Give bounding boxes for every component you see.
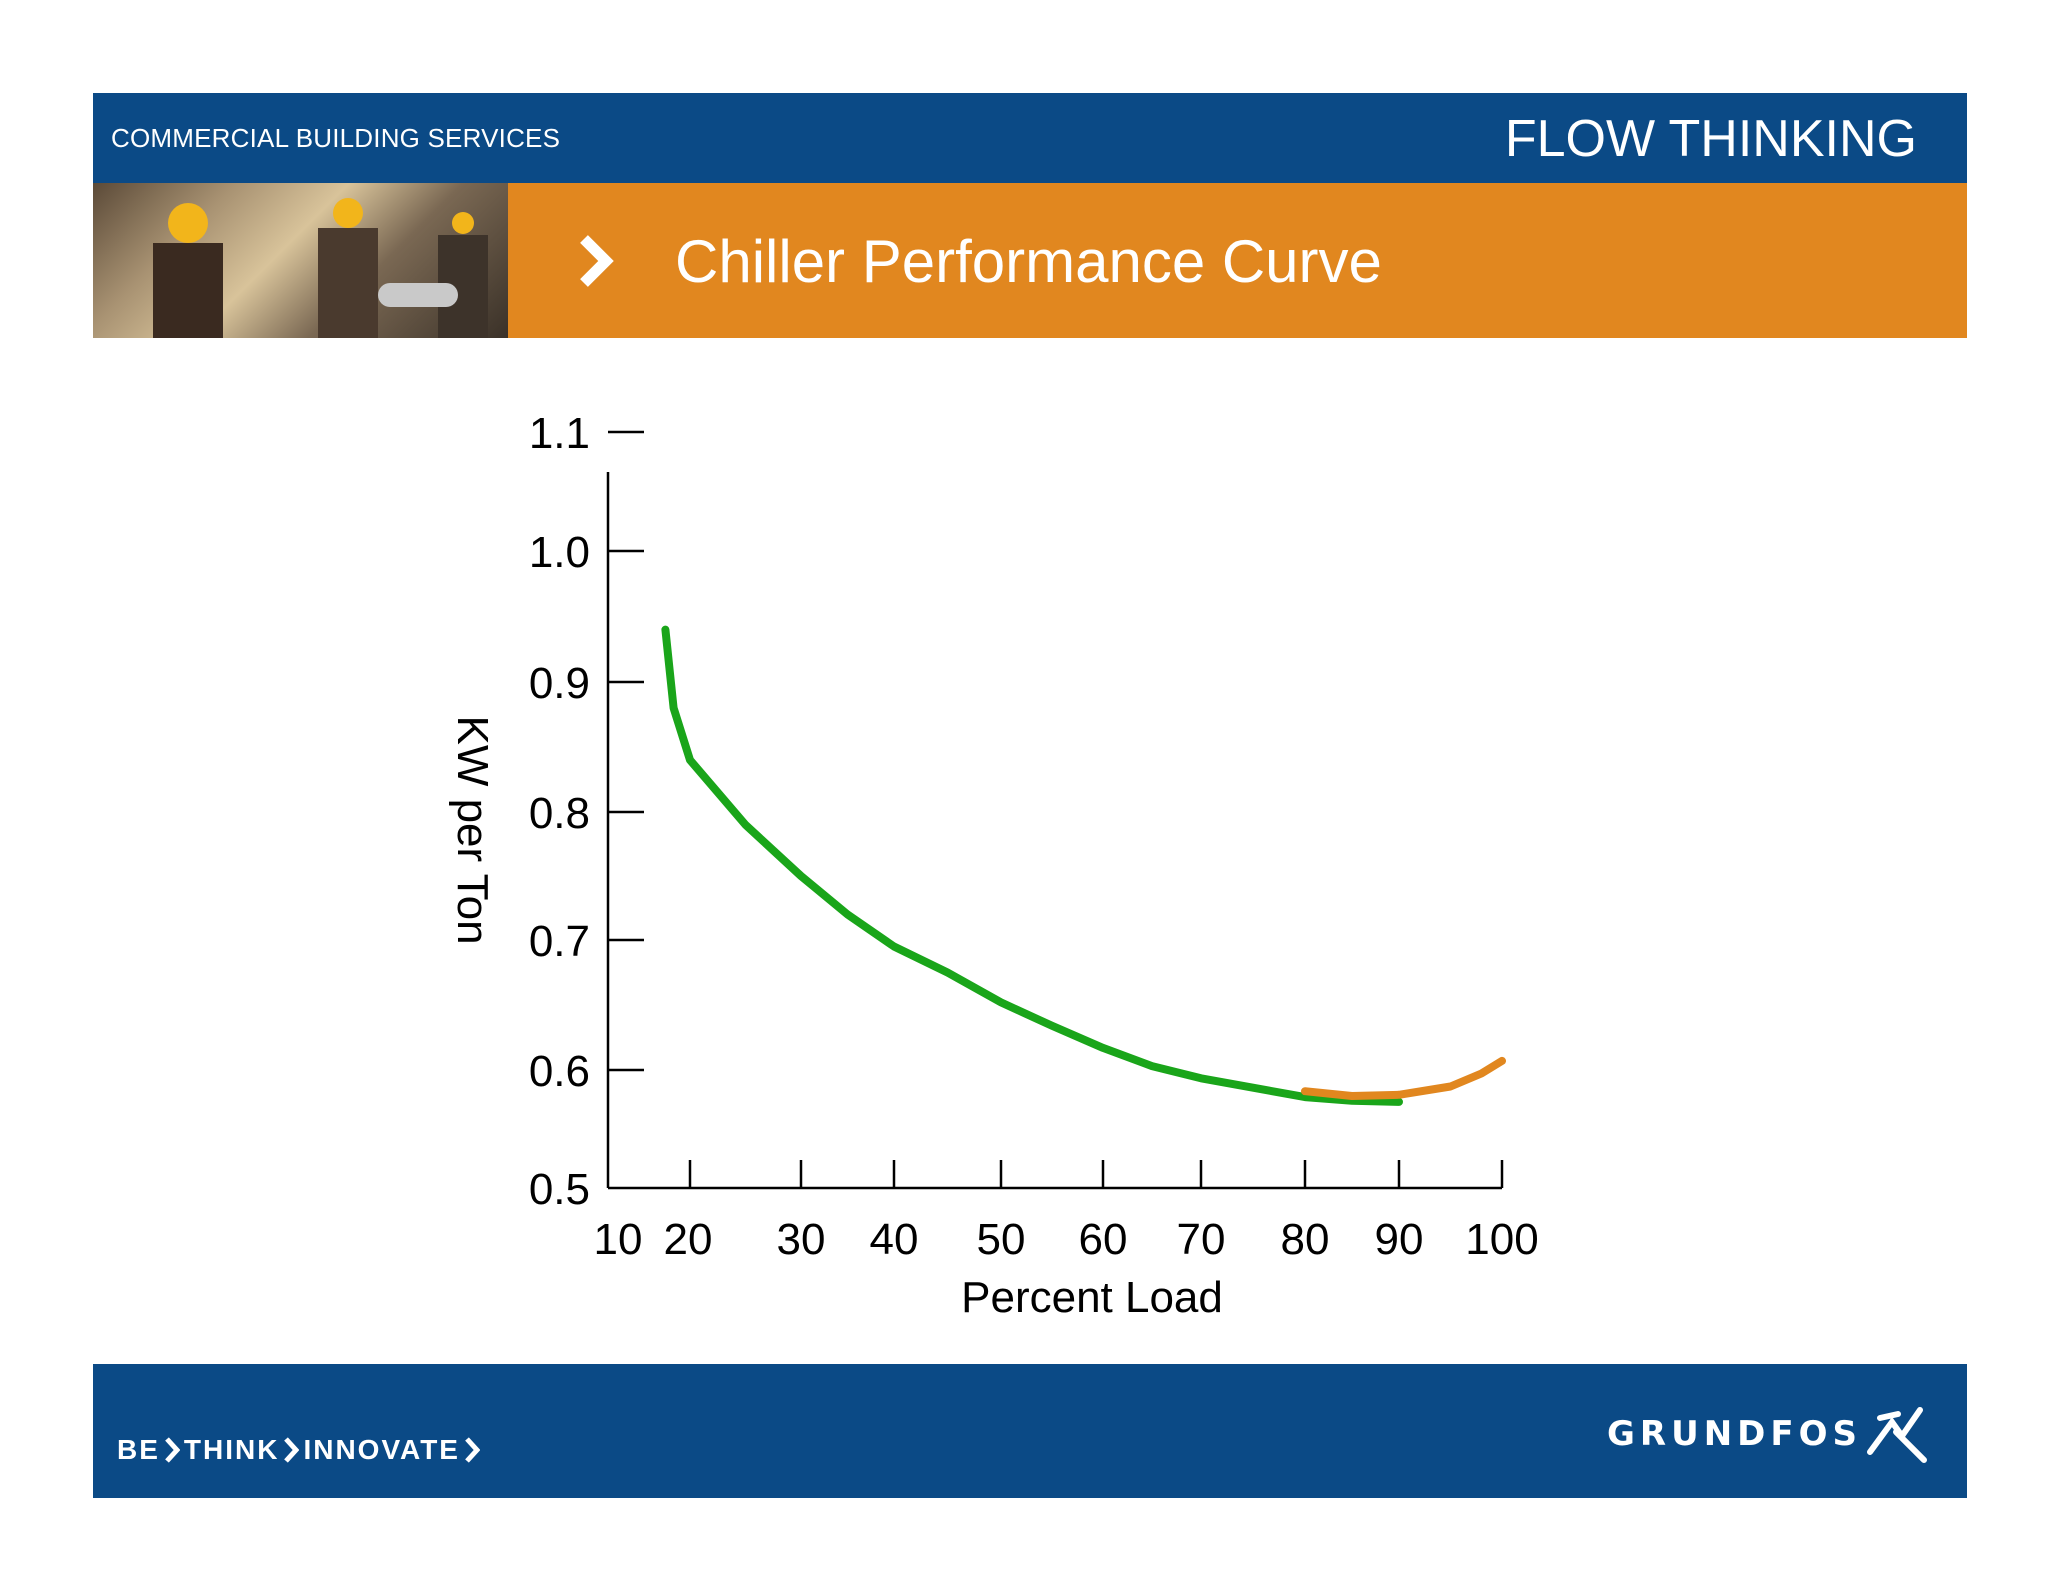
series-line-1 (661, 625, 1403, 1106)
y-tick-label: 0.5 (529, 1165, 590, 1214)
header-slogan: FLOW THINKING (1504, 110, 1917, 168)
x-tick-label: 60 (1079, 1215, 1128, 1264)
y-tick-label: 0.6 (529, 1047, 590, 1096)
chevron-right-icon (165, 1437, 180, 1463)
page-title: Chiller Performance Curve (675, 228, 1382, 295)
brand: GRUNDFOS (1607, 1404, 1932, 1464)
slogan-word-be: BE (117, 1434, 160, 1465)
x-tick-label: 70 (1177, 1215, 1226, 1264)
chevron-right-icon (465, 1437, 480, 1463)
y-tick-label: 1.0 (529, 528, 590, 577)
y-tick-label: 0.8 (529, 789, 590, 838)
chart-axes (606, 472, 1502, 1190)
x-tick-label: 40 (870, 1215, 919, 1264)
workers-photo (93, 183, 508, 338)
brand-name: GRUNDFOS (1607, 1414, 1862, 1454)
x-tick-label: 100 (1465, 1215, 1538, 1264)
header-section-label: COMMERCIAL BUILDING SERVICES (111, 123, 561, 153)
x-tick-label: 50 (977, 1215, 1026, 1264)
chevron-right-icon (576, 235, 616, 292)
x-tick-label: 30 (777, 1215, 826, 1264)
x-tick-label: 80 (1281, 1215, 1330, 1264)
y-tick-label: 1.1 (529, 409, 590, 458)
title-bar: Chiller Performance Curve (93, 183, 1967, 338)
footer-slogan: BE THINK INNOVATE (117, 1434, 484, 1466)
series-line-2 (1301, 1056, 1506, 1100)
slogan-word-innovate: INNOVATE (303, 1434, 460, 1465)
chart-series (661, 625, 1506, 1106)
chart-ticks: 0.5 0.6 0.7 0.8 0.9 1.0 1.1 10 20 30 40 50 60 70 80 90 1… (529, 409, 1539, 1264)
y-tick-label: 0.7 (529, 917, 590, 966)
y-axis-label: KW per Ton (448, 715, 497, 944)
slogan-word-think: THINK (183, 1434, 280, 1465)
x-tick-label: 10 (594, 1215, 643, 1264)
y-tick-label: 0.9 (529, 659, 590, 708)
x-tick-label: 90 (1375, 1215, 1424, 1264)
chevron-right-icon (284, 1437, 300, 1463)
footer-bar: BE THINK INNOVATE GRUNDFOS (93, 1364, 1967, 1498)
header-bar: COMMERCIAL BUILDING SERVICES FLOW THINKI… (93, 93, 1967, 183)
x-axis-label: Percent Load (961, 1273, 1223, 1322)
grundfos-logo-icon (1867, 1407, 1927, 1463)
x-tick-label: 20 (664, 1215, 713, 1264)
